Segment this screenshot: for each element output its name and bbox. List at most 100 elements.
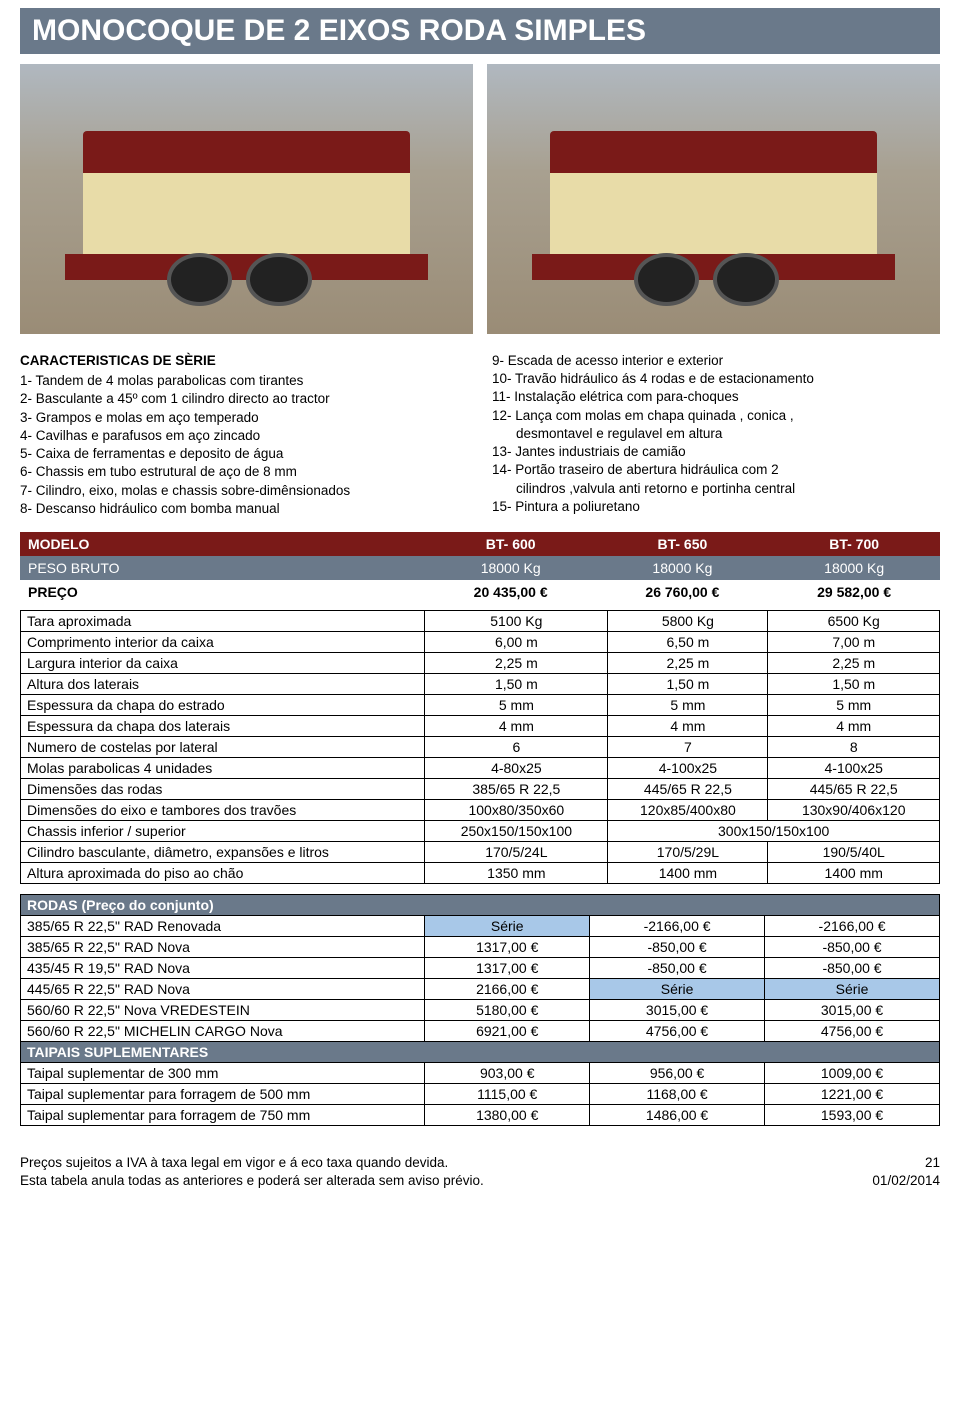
spec-cell: 5800 Kg	[608, 610, 768, 631]
model-cell: 18000 Kg	[425, 556, 597, 580]
spec-cell: 2,25 m	[425, 652, 608, 673]
spec-cell: 6	[425, 736, 608, 757]
model-cell: 26 760,00 €	[597, 580, 769, 604]
options-header-cell: TAIPAIS SUPLEMENTARES	[21, 1041, 940, 1062]
characteristic-item: 13- Jantes industriais de camião	[492, 443, 940, 461]
spec-cell: Molas parabolicas 4 unidades	[21, 757, 425, 778]
spec-cell: 190/5/40L	[768, 841, 940, 862]
spec-cell: 4 mm	[768, 715, 940, 736]
characteristics-header: CARACTERISTICAS DE SÈRIE	[20, 352, 468, 370]
option-cell: -2166,00 €	[590, 915, 765, 936]
option-cell: 1380,00 €	[425, 1104, 590, 1125]
model-cell: BT- 600	[425, 532, 597, 556]
spec-cell: 5100 Kg	[425, 610, 608, 631]
option-cell: 560/60 R 22,5" MICHELIN CARGO Nova	[21, 1020, 425, 1041]
characteristic-item: cilindros ,valvula anti retorno e portin…	[492, 480, 940, 498]
footer-line2: Esta tabela anula todas as anteriores e …	[20, 1172, 484, 1190]
option-row: 445/65 R 22,5" RAD Nova2166,00 €SérieSér…	[21, 978, 940, 999]
characteristic-item: 4- Cavilhas e parafusos em aço zincado	[20, 427, 468, 445]
option-cell: 1486,00 €	[590, 1104, 765, 1125]
option-cell: 903,00 €	[425, 1062, 590, 1083]
option-cell: 1593,00 €	[765, 1104, 940, 1125]
options-section-header: RODAS (Preço do conjunto)	[21, 894, 940, 915]
model-cell: 20 435,00 €	[425, 580, 597, 604]
characteristic-item: 11- Instalação elétrica com para-choques	[492, 388, 940, 406]
option-cell: -850,00 €	[590, 957, 765, 978]
spec-cell: Tara aproximada	[21, 610, 425, 631]
spec-cell: Dimensões do eixo e tambores dos travões	[21, 799, 425, 820]
option-row: 385/65 R 22,5" RAD Nova1317,00 €-850,00 …	[21, 936, 940, 957]
spec-cell: Numero de costelas por lateral	[21, 736, 425, 757]
option-cell: 1168,00 €	[590, 1083, 765, 1104]
footer-date: 01/02/2014	[872, 1172, 940, 1190]
page-title: MONOCOQUE DE 2 EIXOS RODA SIMPLES	[20, 8, 940, 54]
options-header-cell: RODAS (Preço do conjunto)	[21, 894, 940, 915]
option-row: 385/65 R 22,5" RAD RenovadaSérie-2166,00…	[21, 915, 940, 936]
option-cell: 385/65 R 22,5" RAD Renovada	[21, 915, 425, 936]
option-cell: 1221,00 €	[765, 1083, 940, 1104]
spec-cell: 1,50 m	[768, 673, 940, 694]
characteristic-item: 10- Travão hidráulico ás 4 rodas e de es…	[492, 370, 940, 388]
spec-row: Cilindro basculante, diâmetro, expansões…	[21, 841, 940, 862]
characteristic-item: 3- Grampos e molas em aço temperado	[20, 409, 468, 427]
characteristics-right: 9- Escada de acesso interior e exterior1…	[492, 352, 940, 518]
option-cell: -850,00 €	[765, 957, 940, 978]
spec-cell: 7,00 m	[768, 631, 940, 652]
spec-cell: 6500 Kg	[768, 610, 940, 631]
model-row: MODELOBT- 600BT- 650BT- 700	[20, 532, 940, 556]
spec-table: Tara aproximada5100 Kg5800 Kg6500 KgComp…	[20, 610, 940, 884]
spec-cell: 8	[768, 736, 940, 757]
characteristic-item: 14- Portão traseiro de abertura hidráuli…	[492, 461, 940, 479]
footer-line1: Preços sujeitos a IVA à taxa legal em vi…	[20, 1154, 484, 1172]
model-cell: BT- 700	[768, 532, 940, 556]
option-row: 560/60 R 22,5" Nova VREDESTEIN5180,00 €3…	[21, 999, 940, 1020]
option-cell: -2166,00 €	[765, 915, 940, 936]
characteristic-item: 1- Tandem de 4 molas parabolicas com tir…	[20, 372, 468, 390]
option-cell: 560/60 R 22,5" Nova VREDESTEIN	[21, 999, 425, 1020]
spec-cell: 6,00 m	[425, 631, 608, 652]
option-cell: 2166,00 €	[425, 978, 590, 999]
spec-cell: 4 mm	[425, 715, 608, 736]
options-section-header: TAIPAIS SUPLEMENTARES	[21, 1041, 940, 1062]
spec-cell: 170/5/24L	[425, 841, 608, 862]
spec-cell: 300x150/150x100	[608, 820, 940, 841]
spec-cell: 6,50 m	[608, 631, 768, 652]
page-footer: Preços sujeitos a IVA à taxa legal em vi…	[20, 1154, 940, 1190]
spec-row: Largura interior da caixa2,25 m2,25 m2,2…	[21, 652, 940, 673]
characteristic-item: 15- Pintura a poliuretano	[492, 498, 940, 516]
characteristic-item: 2- Basculante a 45º com 1 cilindro direc…	[20, 390, 468, 408]
model-row: PREÇO20 435,00 €26 760,00 €29 582,00 €	[20, 580, 940, 604]
option-cell: 1317,00 €	[425, 936, 590, 957]
option-cell: Série	[425, 915, 590, 936]
model-cell: BT- 650	[597, 532, 769, 556]
spec-cell: 4-80x25	[425, 757, 608, 778]
spec-row: Chassis inferior / superior250x150/150x1…	[21, 820, 940, 841]
spec-cell: 445/65 R 22,5	[768, 778, 940, 799]
spec-cell: 385/65 R 22,5	[425, 778, 608, 799]
spec-cell: Cilindro basculante, diâmetro, expansões…	[21, 841, 425, 862]
model-cell: 29 582,00 €	[768, 580, 940, 604]
option-cell: Taipal suplementar de 300 mm	[21, 1062, 425, 1083]
spec-cell: 1350 mm	[425, 862, 608, 883]
option-cell: Taipal suplementar para forragem de 750 …	[21, 1104, 425, 1125]
spec-cell: 7	[608, 736, 768, 757]
characteristic-item: 9- Escada de acesso interior e exterior	[492, 352, 940, 370]
model-table: MODELOBT- 600BT- 650BT- 700PESO BRUTO180…	[20, 532, 940, 604]
spec-cell: 100x80/350x60	[425, 799, 608, 820]
spec-cell: 1400 mm	[608, 862, 768, 883]
characteristic-item: 5- Caixa de ferramentas e deposito de ág…	[20, 445, 468, 463]
spec-cell: 250x150/150x100	[425, 820, 608, 841]
spec-cell: 5 mm	[608, 694, 768, 715]
option-row: 560/60 R 22,5" MICHELIN CARGO Nova6921,0…	[21, 1020, 940, 1041]
option-row: 435/45 R 19,5" RAD Nova1317,00 €-850,00 …	[21, 957, 940, 978]
model-cell: MODELO	[20, 532, 425, 556]
option-row: Taipal suplementar de 300 mm903,00 €956,…	[21, 1062, 940, 1083]
product-photo-2	[487, 64, 940, 334]
characteristic-item: 8- Descanso hidráulico com bomba manual	[20, 500, 468, 518]
option-cell: -850,00 €	[590, 936, 765, 957]
spec-cell: 1,50 m	[425, 673, 608, 694]
photo-row	[20, 64, 940, 334]
spec-row: Altura dos laterais1,50 m1,50 m1,50 m	[21, 673, 940, 694]
option-cell: 1115,00 €	[425, 1083, 590, 1104]
option-cell: Série	[765, 978, 940, 999]
